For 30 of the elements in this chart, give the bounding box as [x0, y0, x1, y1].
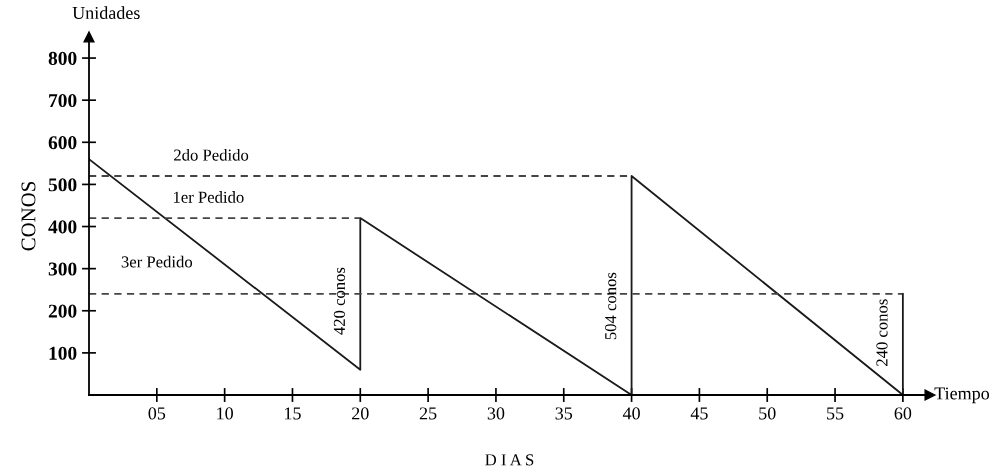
x-tick-label: 50 [759, 407, 776, 420]
x-tick-label: 60 [894, 407, 912, 420]
x-tick-label: 20 [352, 407, 369, 420]
y-tick-label: 100 [49, 346, 77, 360]
x-tick-label: 05 [148, 407, 166, 420]
y-axis-title: CONOS [21, 181, 36, 251]
x-tick-label: 40 [622, 407, 640, 420]
annotation: 1er Pedido [173, 191, 244, 203]
x-tick-label: 30 [487, 407, 505, 420]
x-axis-title: D I A S [485, 454, 534, 466]
x-tick-label: 45 [690, 407, 708, 420]
annotation: 504 conos [605, 272, 617, 340]
y-tick-label: 500 [48, 178, 77, 192]
y-tick-label: 200 [48, 304, 77, 318]
text: Tiempo [934, 387, 990, 404]
x-tick-label: 25 [419, 407, 437, 420]
annotation: 420 conos [333, 267, 346, 335]
annotation: 2do Pedido [174, 148, 249, 161]
y-tick-label: 400 [48, 220, 77, 234]
y-tick-label: 600 [48, 136, 77, 150]
y-tick-label: 300 [48, 262, 77, 276]
x-tick-label: 55 [827, 407, 844, 420]
y-tick-label: 700 [49, 93, 77, 108]
x-tick-label: 10 [217, 407, 233, 420]
annotation: 3er Pedido [121, 255, 193, 268]
x-tick-label: 35 [555, 407, 573, 420]
text: Unidades [72, 6, 140, 20]
x-tick-label: 15 [285, 407, 301, 420]
y-tick-label: 800 [48, 51, 77, 65]
annotation: 240 conos [876, 299, 888, 366]
